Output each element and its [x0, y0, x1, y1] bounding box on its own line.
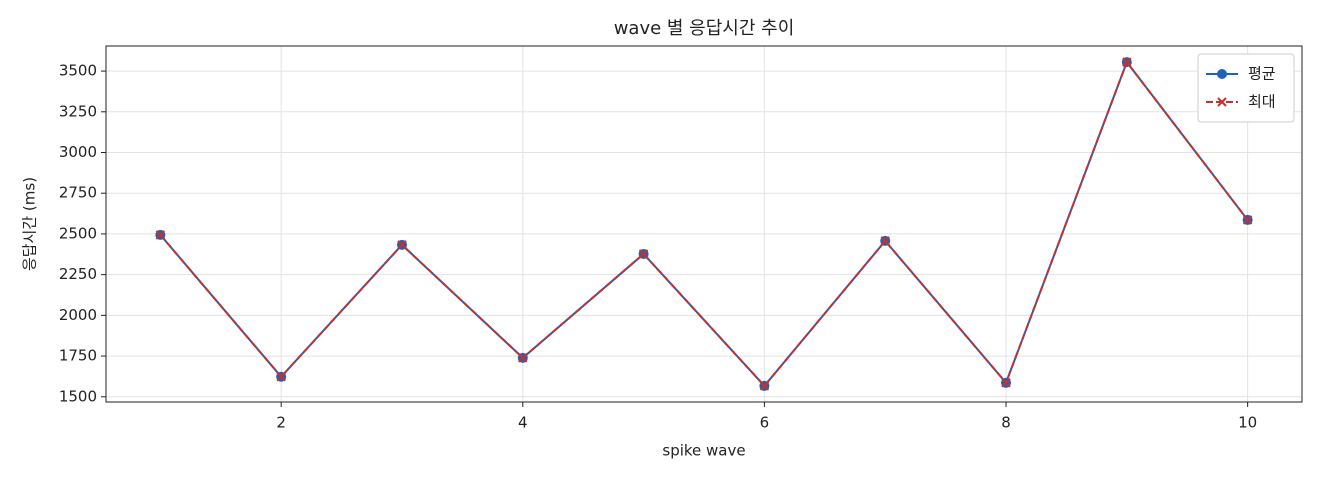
y-tick-label: 1500	[59, 387, 97, 405]
point	[759, 381, 770, 391]
x-axis-label: spike wave	[662, 442, 745, 460]
point	[1242, 215, 1253, 225]
series-line	[159, 60, 1249, 388]
legend-marker	[1217, 69, 1227, 79]
legend-frame	[1197, 53, 1295, 123]
point	[276, 372, 286, 382]
point	[1122, 57, 1132, 67]
x-tick-label: 8	[1001, 414, 1011, 432]
point	[518, 353, 528, 363]
y-tick-label: 3500	[59, 62, 97, 80]
y-axis-label: 응답시간 (ms)	[21, 177, 39, 271]
legend-marker	[1217, 97, 1227, 107]
y-tick-label: 2500	[59, 224, 97, 242]
x-tick-label: 4	[518, 414, 528, 432]
y-tick-label: 1750	[59, 347, 97, 365]
y-tick-label: 3000	[59, 143, 97, 161]
x-tick-label: 2	[276, 414, 286, 432]
chart-title: wave 별 응답시간 추이	[614, 18, 795, 39]
y-tick-label: 2750	[59, 184, 97, 202]
y-tick-label: 2250	[59, 265, 97, 283]
legend-label: 평균	[1248, 65, 1276, 83]
x-tick-label: 10	[1238, 414, 1257, 432]
x-tick-label: 6	[760, 414, 770, 432]
y-tick-label: 2000	[59, 306, 97, 324]
point	[880, 236, 890, 246]
point	[397, 240, 407, 250]
point	[638, 249, 649, 259]
y-tick-label: 3250	[59, 102, 97, 120]
point	[155, 230, 166, 240]
point	[1001, 378, 1011, 388]
legend-label: 최대	[1248, 93, 1276, 111]
plot-frame	[105, 45, 1303, 403]
